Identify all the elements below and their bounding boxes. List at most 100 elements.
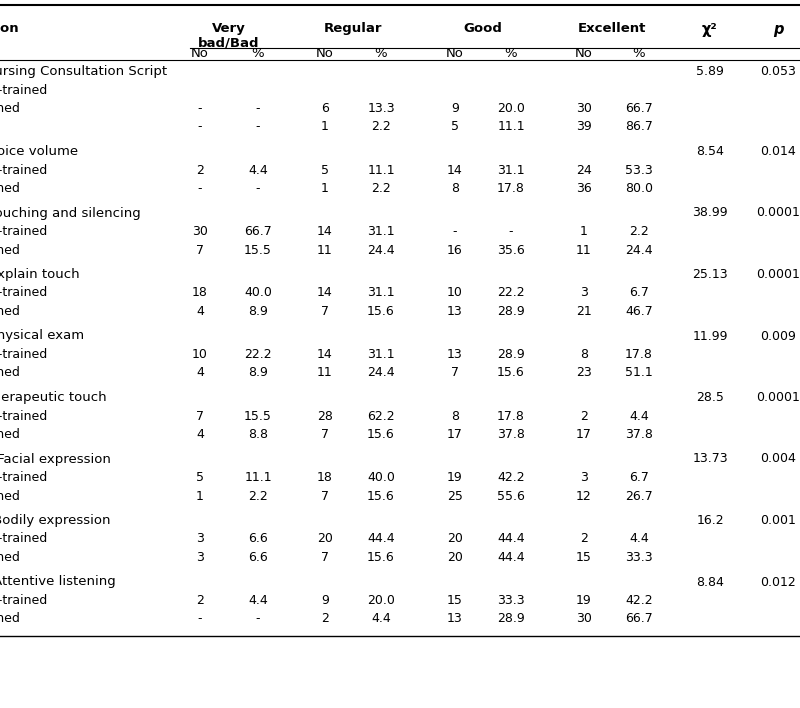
Text: %: % <box>633 47 646 60</box>
Text: χ²: χ² <box>702 22 718 37</box>
Text: 17.8: 17.8 <box>497 409 525 423</box>
Text: 20.0: 20.0 <box>367 594 395 607</box>
Text: Non-trained: Non-trained <box>0 409 48 423</box>
Text: Non-trained: Non-trained <box>0 225 48 238</box>
Text: 25.13: 25.13 <box>692 268 728 281</box>
Text: 17: 17 <box>576 428 592 441</box>
Text: 35.6: 35.6 <box>497 244 525 256</box>
Text: 8. Physical exam: 8. Physical exam <box>0 329 84 343</box>
Text: Non-trained: Non-trained <box>0 471 48 484</box>
Text: 66.7: 66.7 <box>244 225 272 238</box>
Text: 14: 14 <box>317 348 333 361</box>
Text: 5: 5 <box>321 164 329 176</box>
Text: 0.0001: 0.0001 <box>756 207 800 219</box>
Text: 15.6: 15.6 <box>497 367 525 379</box>
Text: 8.84: 8.84 <box>696 576 724 588</box>
Text: 31.1: 31.1 <box>367 287 395 299</box>
Text: 14: 14 <box>447 164 463 176</box>
Text: -: - <box>453 225 458 238</box>
Text: 6: 6 <box>321 102 329 115</box>
Text: 8: 8 <box>451 182 459 195</box>
Text: 15.6: 15.6 <box>367 428 395 441</box>
Text: 24: 24 <box>576 164 592 176</box>
Text: -: - <box>198 120 202 134</box>
Text: -: - <box>198 182 202 195</box>
Text: 3: 3 <box>196 532 204 545</box>
Text: 55.6: 55.6 <box>497 489 525 503</box>
Text: 10: 10 <box>192 348 208 361</box>
Text: 2.2: 2.2 <box>371 182 391 195</box>
Text: 6.7: 6.7 <box>629 287 649 299</box>
Text: 2: 2 <box>580 409 588 423</box>
Text: 3: 3 <box>196 551 204 564</box>
Text: -: - <box>509 225 514 238</box>
Text: 4: 4 <box>196 305 204 318</box>
Text: 0.053: 0.053 <box>760 65 796 78</box>
Text: 19: 19 <box>447 471 463 484</box>
Text: 2: 2 <box>196 164 204 176</box>
Text: 25: 25 <box>447 489 463 503</box>
Text: 28.9: 28.9 <box>497 612 525 625</box>
Text: 22.2: 22.2 <box>497 287 525 299</box>
Text: No: No <box>446 47 464 60</box>
Text: 11: 11 <box>576 244 592 256</box>
Text: -: - <box>256 612 260 625</box>
Text: 22.2: 22.2 <box>244 348 272 361</box>
Text: 6.6: 6.6 <box>248 532 268 545</box>
Text: 28: 28 <box>317 409 333 423</box>
Text: 33.3: 33.3 <box>625 551 653 564</box>
Text: 13: 13 <box>447 348 463 361</box>
Text: 7: 7 <box>321 489 329 503</box>
Text: 2: 2 <box>196 594 204 607</box>
Text: 15: 15 <box>447 594 463 607</box>
Text: 4: 4 <box>196 428 204 441</box>
Text: 15.6: 15.6 <box>367 489 395 503</box>
Text: 5: 5 <box>196 471 204 484</box>
Text: 4.4: 4.4 <box>629 532 649 545</box>
Text: 0.0001: 0.0001 <box>756 268 800 281</box>
Text: 30: 30 <box>576 612 592 625</box>
Text: %: % <box>505 47 518 60</box>
Text: 20: 20 <box>447 532 463 545</box>
Text: 26.7: 26.7 <box>625 489 653 503</box>
Text: 23: 23 <box>576 367 592 379</box>
Text: Non-trained: Non-trained <box>0 594 48 607</box>
Text: 13: 13 <box>447 612 463 625</box>
Text: 15.6: 15.6 <box>367 305 395 318</box>
Text: 66.7: 66.7 <box>625 102 653 115</box>
Text: 8.54: 8.54 <box>696 145 724 158</box>
Text: 17: 17 <box>447 428 463 441</box>
Text: 20: 20 <box>447 551 463 564</box>
Text: 18: 18 <box>192 287 208 299</box>
Text: 6.6: 6.6 <box>248 551 268 564</box>
Text: 6. Touching and silencing: 6. Touching and silencing <box>0 207 141 219</box>
Text: 15.5: 15.5 <box>244 244 272 256</box>
Text: 44.4: 44.4 <box>497 532 525 545</box>
Text: 7: 7 <box>321 305 329 318</box>
Text: 9.Therapeutic touch: 9.Therapeutic touch <box>0 391 106 404</box>
Text: 0.001: 0.001 <box>760 514 796 527</box>
Text: 14: 14 <box>317 287 333 299</box>
Text: 5.89: 5.89 <box>696 65 724 78</box>
Text: Trained: Trained <box>0 102 20 115</box>
Text: Non-trained: Non-trained <box>0 287 48 299</box>
Text: 7: 7 <box>196 244 204 256</box>
Text: 19: 19 <box>576 594 592 607</box>
Text: 28.9: 28.9 <box>497 305 525 318</box>
Text: 14: 14 <box>317 225 333 238</box>
Text: 37.8: 37.8 <box>625 428 653 441</box>
Text: 4.4: 4.4 <box>629 409 649 423</box>
Text: p: p <box>773 22 783 37</box>
Text: Trained: Trained <box>0 305 20 318</box>
Text: Non-trained: Non-trained <box>0 84 48 96</box>
Text: Non-trained: Non-trained <box>0 164 48 176</box>
Text: 4.4: 4.4 <box>248 594 268 607</box>
Text: 11.1: 11.1 <box>367 164 395 176</box>
Text: 20.0: 20.0 <box>497 102 525 115</box>
Text: %: % <box>374 47 387 60</box>
Text: 7: 7 <box>321 551 329 564</box>
Text: 8.8: 8.8 <box>248 428 268 441</box>
Text: -: - <box>256 120 260 134</box>
Text: 12: 12 <box>576 489 592 503</box>
Text: -: - <box>198 102 202 115</box>
